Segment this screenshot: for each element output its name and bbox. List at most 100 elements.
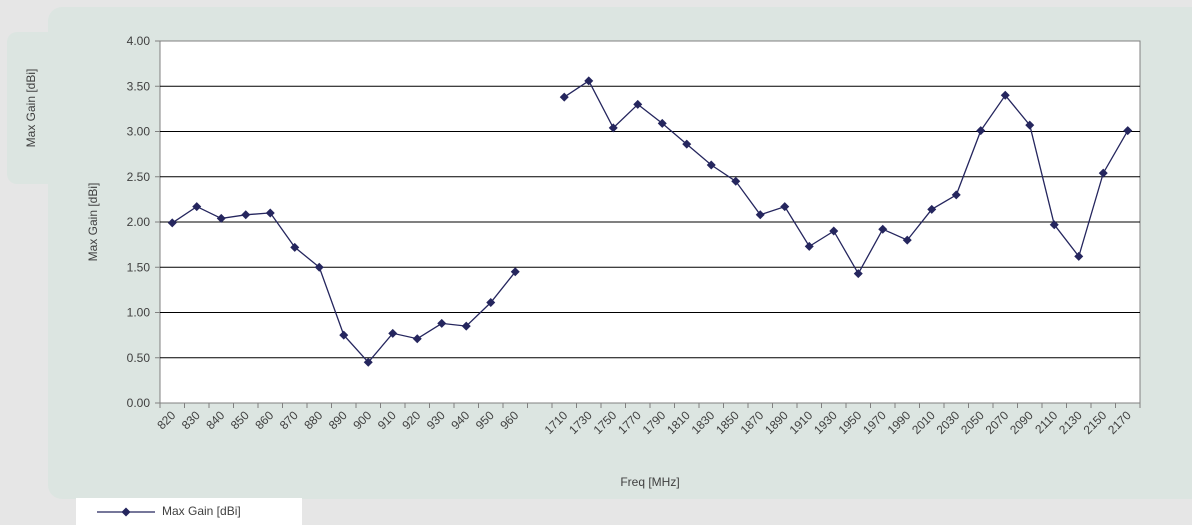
x-tick-label: 1870 [738,408,767,437]
data-point-marker [829,226,839,236]
y-axis-title: Max Gain [dBi] [86,183,100,262]
y-tick-label: 2.50 [127,170,151,184]
x-tick-label: 1770 [615,408,644,437]
x-tick-label: 1910 [787,408,816,437]
data-point-marker [902,235,912,245]
data-point-marker [633,99,643,109]
x-tick-label: 2010 [909,408,938,437]
data-point-marker [388,328,398,338]
data-point-marker [927,204,937,214]
y-tick-label: 4.00 [127,34,151,48]
data-point-marker [731,176,741,186]
data-point-marker [1098,168,1108,178]
x-tick-label: 820 [154,408,178,432]
legend: Max Gain [dBi] [76,498,302,525]
data-point-marker [559,92,569,102]
x-tick-label: 2170 [1105,408,1134,437]
x-tick-label: 2030 [934,408,963,437]
y-tick-label: 0.00 [127,396,151,410]
x-tick-label: 2150 [1081,408,1110,437]
x-tick-labels: 820 830 840 850 860 870 880 890 900 910 920 930 940 9… [154,408,1134,437]
data-point-marker [510,267,520,277]
x-tick-label: 2050 [958,408,987,437]
data-point-marker [608,123,618,133]
x-tick-label: 1970 [860,408,889,437]
x-tick-label: 1950 [836,408,865,437]
data-point-marker [951,190,961,200]
x-tick-label: 950 [473,408,497,432]
x-tick-label: 920 [399,408,423,432]
x-tick-label: 880 [301,408,325,432]
data-point-marker [878,224,888,234]
y-tick-label: 3.00 [127,125,151,139]
x-tick-label: 1830 [689,408,718,437]
x-tick-label: 1750 [591,408,620,437]
x-tick-label: 1730 [566,408,595,437]
data-point-marker [192,202,202,212]
series-markers [167,76,1133,367]
x-tick-label: 930 [424,408,448,432]
y-tick-label: 1.00 [127,306,151,320]
x-tick-label: 1990 [885,408,914,437]
data-point-marker [804,241,814,251]
x-tick-label: 830 [179,408,203,432]
data-point-marker [682,139,692,149]
data-point-marker [755,210,765,220]
data-point-marker [167,218,177,228]
data-point-marker [976,126,986,136]
data-point-marker [486,298,496,308]
data-point-marker [853,269,863,279]
data-point-marker [1000,90,1010,100]
data-point-marker [1074,251,1084,261]
x-tick-label: 2070 [983,408,1012,437]
y-tick-label: 1.50 [127,260,151,274]
x-tick-label: 2090 [1007,408,1036,437]
data-point-marker [437,318,447,328]
side-tab[interactable]: Max Gain [dBi] [7,32,55,184]
data-point-marker [780,202,790,212]
data-point-marker [1025,120,1035,130]
gridlines [155,40,1140,404]
x-axis-title: Freq [MHz] [620,475,679,489]
x-tick-label: 1790 [640,408,669,437]
x-tick-label: 850 [228,408,252,432]
x-tick-label: 900 [350,408,374,432]
x-tick-label: 910 [375,408,399,432]
legend-label: Max Gain [dBi] [162,504,241,518]
x-tick-label: 1850 [713,408,742,437]
data-point-marker [216,213,226,223]
data-point-marker [1049,220,1059,230]
x-tick-label: 1890 [762,408,791,437]
data-point-marker [265,208,275,218]
data-point-marker [339,330,349,340]
data-point-marker [706,160,716,170]
data-point-marker [290,242,300,252]
x-tick-label: 1710 [542,408,571,437]
data-point-marker [412,334,422,344]
data-point-marker [314,262,324,272]
x-tick-label: 1930 [811,408,840,437]
x-tick-label: 2110 [1032,408,1060,436]
x-tick-label: 840 [203,408,227,432]
x-tick-label: 2130 [1056,408,1085,437]
data-point-marker [584,76,594,86]
x-tick-label: 870 [277,408,301,432]
data-point-marker [363,357,373,367]
axes [159,402,1141,408]
x-tick-label: 940 [448,408,472,432]
legend-swatch [97,507,155,517]
x-tick-label: 860 [252,408,276,432]
data-point-marker [657,118,667,128]
series-segment [563,79,1129,275]
data-point-marker [1123,126,1133,136]
x-tick-label: 1810 [664,408,693,437]
data-point-marker [241,210,251,220]
data-point-marker [461,321,471,331]
y-tick-labels: 0.00 0.50 1.00 1.50 2.00 2.50 3.00 3.50 4.00 [127,34,151,410]
y-tick-label: 2.00 [127,215,151,229]
x-tick-label: 960 [497,408,521,432]
y-tick-label: 0.50 [127,351,151,365]
x-tick-label: 890 [326,408,350,432]
y-tick-label: 3.50 [127,79,151,93]
